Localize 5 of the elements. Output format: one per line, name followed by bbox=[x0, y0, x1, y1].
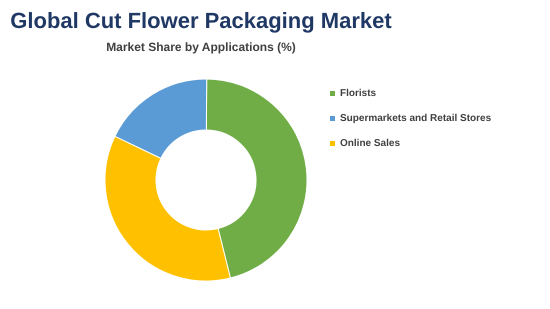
chart-subtitle: Market Share by Applications (%) bbox=[105, 40, 297, 54]
legend-label: Florists bbox=[340, 87, 376, 101]
legend-label: Online Sales bbox=[340, 137, 400, 151]
chart-title: Global Cut Flower Packaging Market bbox=[9, 8, 393, 34]
legend-label: Supermarkets and Retail Stores bbox=[340, 112, 492, 126]
